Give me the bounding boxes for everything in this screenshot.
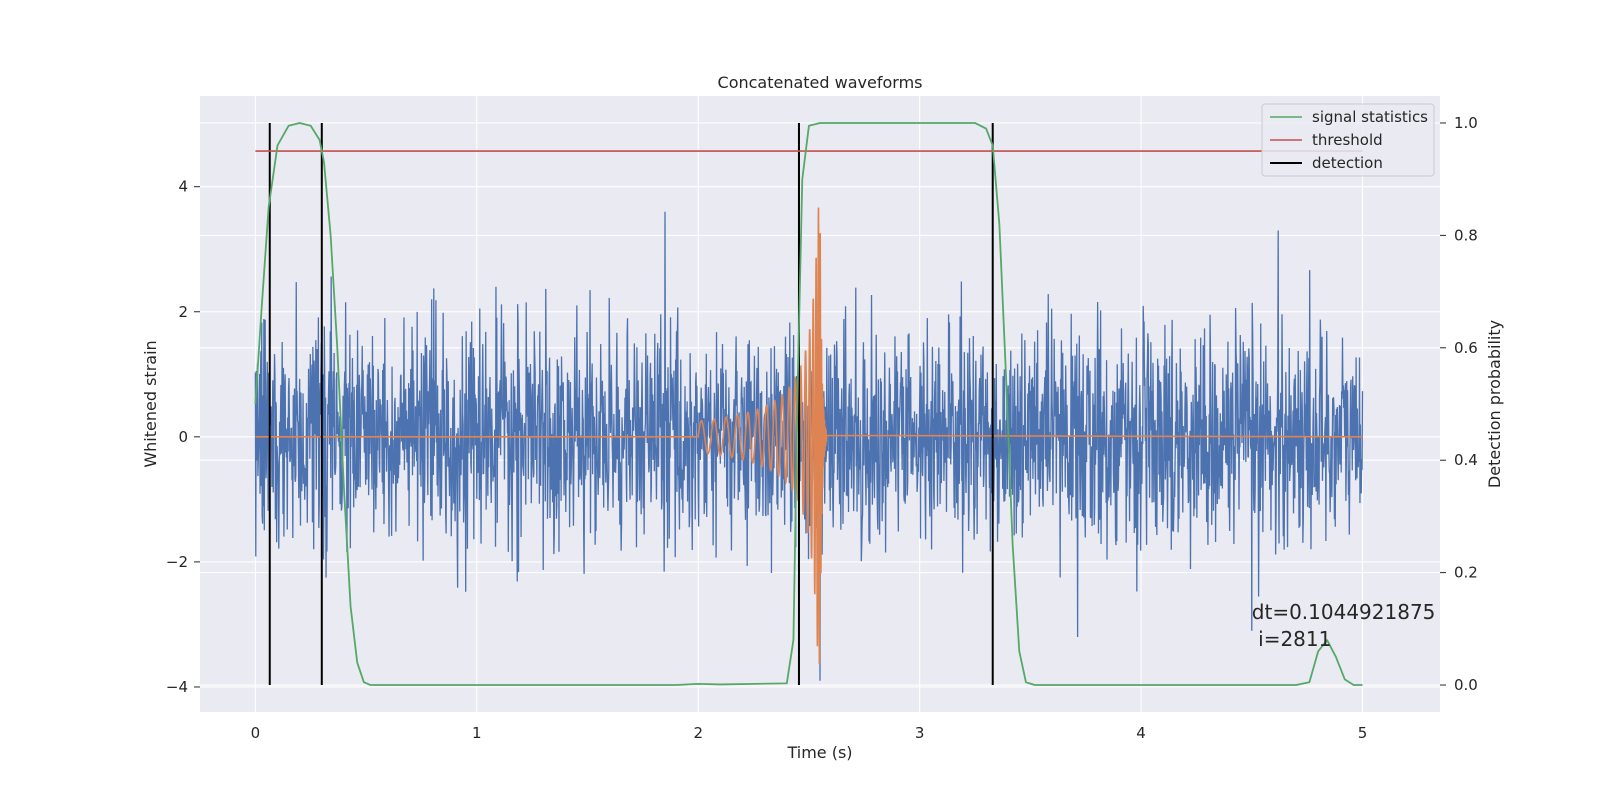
legend-label-detection: detection xyxy=(1312,154,1383,172)
y-tick-label: −4 xyxy=(166,678,188,696)
annotation-line-2: i=2811 xyxy=(1252,627,1332,651)
series-layer xyxy=(254,122,1364,686)
x-tick-label: 4 xyxy=(1136,724,1146,742)
x-tick-label: 0 xyxy=(251,724,261,742)
y-axis: −4 −2 0 2 4 xyxy=(166,178,200,696)
x-tick-label: 3 xyxy=(915,724,925,742)
y-tick-label: −2 xyxy=(166,553,188,571)
x-tick-label: 2 xyxy=(693,724,703,742)
y2-tick-label: 0.0 xyxy=(1454,676,1478,694)
x-tick-label: 5 xyxy=(1358,724,1368,742)
chart-title: Concatenated waveforms xyxy=(718,73,923,92)
y2-tick-label: 0.6 xyxy=(1454,339,1478,357)
x-tick-label: 1 xyxy=(472,724,482,742)
y2-tick-label: 0.4 xyxy=(1454,451,1478,469)
y-axis-label: Whitened strain xyxy=(141,340,160,467)
x-axis-label: Time (s) xyxy=(786,743,852,762)
y2-tick-label: 1.0 xyxy=(1454,114,1478,132)
series-line-signal-statistics xyxy=(254,122,1363,686)
y2-axis: 0.0 0.2 0.4 0.6 0.8 1.0 xyxy=(1440,114,1478,694)
annotation-line-1: dt=0.1044921875 xyxy=(1252,600,1436,624)
y-tick-label: 2 xyxy=(178,303,188,321)
series-line-injected-waveform xyxy=(255,207,1363,664)
y-tick-label: 4 xyxy=(178,178,188,196)
y2-tick-label: 0.2 xyxy=(1454,564,1478,582)
legend: signal statistics threshold detection xyxy=(1261,103,1435,177)
x-axis: 0 1 2 3 4 5 xyxy=(251,724,1368,742)
y2-axis-label: Detection probability xyxy=(1485,320,1504,488)
legend-label-signal-statistics: signal statistics xyxy=(1312,108,1428,126)
y2-tick-label: 0.8 xyxy=(1454,226,1478,244)
legend-label-threshold: threshold xyxy=(1312,131,1383,149)
y-tick-label: 0 xyxy=(178,428,188,446)
legend-frame xyxy=(1261,103,1435,177)
